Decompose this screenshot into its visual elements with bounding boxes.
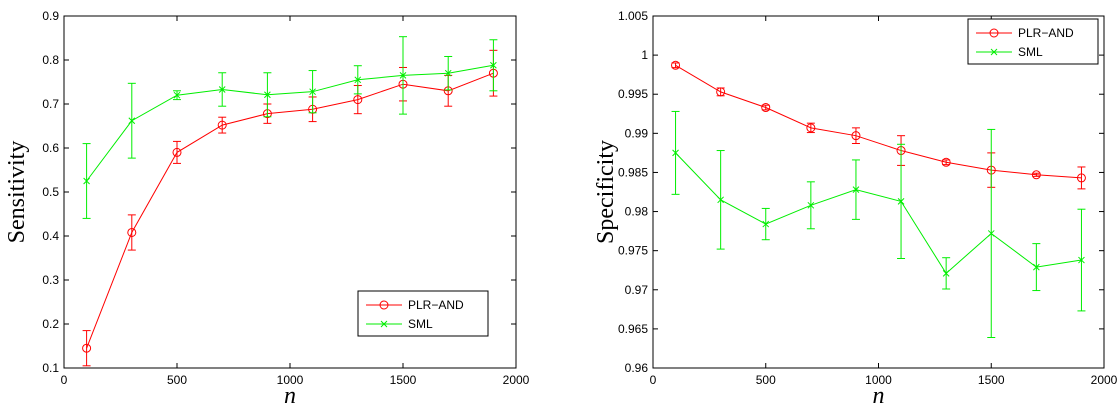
y-tick-label: 0.2 (42, 317, 59, 331)
legend-marker-circle (989, 28, 999, 38)
y-tick-label: 0.8 (42, 53, 59, 67)
x-tick-label: 500 (167, 373, 187, 387)
y-tick-label: 0.9 (42, 9, 59, 23)
data-point-x (354, 76, 362, 84)
y-tick-label: 1.005 (618, 9, 648, 23)
x-tick-label: 0 (61, 373, 68, 387)
data-point-x (309, 88, 316, 96)
series-line (86, 64, 494, 182)
data-point-x (1032, 263, 1040, 271)
data-point-circle (217, 120, 227, 130)
data-point-circle (1031, 170, 1041, 180)
legend-marker-x (990, 48, 998, 56)
data-point-x (897, 198, 905, 205)
series-line (675, 64, 1082, 179)
data-point-circle (127, 227, 137, 237)
y-tick-label: 0.975 (618, 244, 648, 258)
data-point-x (762, 220, 770, 228)
legend-label: SML (1018, 45, 1043, 59)
y-tick-label: 0.965 (618, 322, 648, 336)
data-point-circle (716, 87, 726, 97)
x-tick-label: 1000 (865, 373, 892, 387)
series-plr-and (671, 60, 1086, 190)
y-axis-label: Specificity (593, 140, 619, 244)
data-point-circle (82, 343, 92, 353)
series-line (86, 72, 494, 349)
legend-label: SML (408, 317, 433, 331)
data-point-x (942, 269, 950, 277)
legend: PLR−AND SML (967, 18, 1099, 65)
data-point-circle (172, 147, 182, 157)
data-point-x (672, 149, 679, 157)
data-point-x (490, 61, 497, 69)
y-tick-label: 1 (641, 48, 648, 62)
x-axis-label: n (284, 383, 296, 404)
data-point-x (264, 91, 271, 99)
series-line (675, 152, 1082, 275)
y-tick-label: 0.97 (625, 283, 649, 297)
data-point-x (852, 186, 860, 194)
x-tick-label: 500 (756, 373, 776, 387)
data-point-circle (761, 103, 771, 113)
data-point-x (807, 201, 815, 209)
series-plr-and (82, 49, 498, 367)
data-point-x (444, 69, 452, 77)
y-tick-label: 0.7 (42, 97, 59, 111)
y-tick-label: 0.98 (625, 205, 649, 219)
legend-marker-circle (379, 300, 389, 310)
legend: PLR−AND SML (357, 290, 489, 337)
x-tick-label: 0 (650, 373, 657, 387)
data-point-circle (671, 60, 681, 70)
data-point-x (173, 91, 181, 99)
y-tick-label: 0.5 (42, 185, 59, 199)
legend-label: PLR−AND (1018, 26, 1074, 40)
legend-box (967, 18, 1099, 65)
legend-label: PLR−AND (408, 298, 464, 312)
y-tick-label: 0.3 (42, 273, 59, 287)
data-point-circle (941, 157, 951, 167)
x-tick-label: 2000 (1091, 373, 1118, 387)
data-point-x (717, 196, 725, 204)
x-axis-label: n (873, 383, 885, 404)
data-point-x (128, 117, 136, 125)
y-tick-label: 0.6 (42, 141, 59, 155)
data-point-x (1078, 256, 1085, 264)
y-tick-label: 0.1 (42, 361, 59, 375)
x-tick-label: 2000 (503, 373, 530, 387)
x-tick-label: 1000 (277, 373, 304, 387)
y-tick-label: 0.99 (625, 126, 649, 140)
x-tick-label: 1500 (390, 373, 417, 387)
chart-1: 0 500 1000 1500 2000 0.1 0.2 0.3 0.4 0.5 0.6 0.7 0.8… (4, 9, 530, 404)
y-axis-label: Sensitivity (4, 141, 30, 244)
y-tick-label: 0.96 (625, 361, 649, 375)
y-tick-label: 0.985 (618, 165, 648, 179)
data-point-circle (1076, 173, 1086, 183)
data-point-x (83, 177, 90, 185)
series-sml (82, 36, 498, 219)
legend-box (357, 290, 489, 337)
y-tick-label: 0.995 (618, 87, 648, 101)
y-tick-label: 0.4 (42, 229, 59, 243)
data-point-x (987, 230, 995, 237)
data-point-x (218, 86, 226, 93)
data-point-circle (806, 123, 816, 133)
x-tick-label: 1500 (978, 373, 1005, 387)
data-point-circle (353, 95, 363, 105)
data-point-circle (851, 131, 861, 141)
legend-marker-x (380, 320, 388, 328)
chart-2: 0 500 1000 1500 2000 0.96 0.965 0.97 0.975 0.98 0.… (593, 9, 1118, 404)
series-sml (671, 110, 1086, 338)
data-point-x (399, 72, 407, 79)
